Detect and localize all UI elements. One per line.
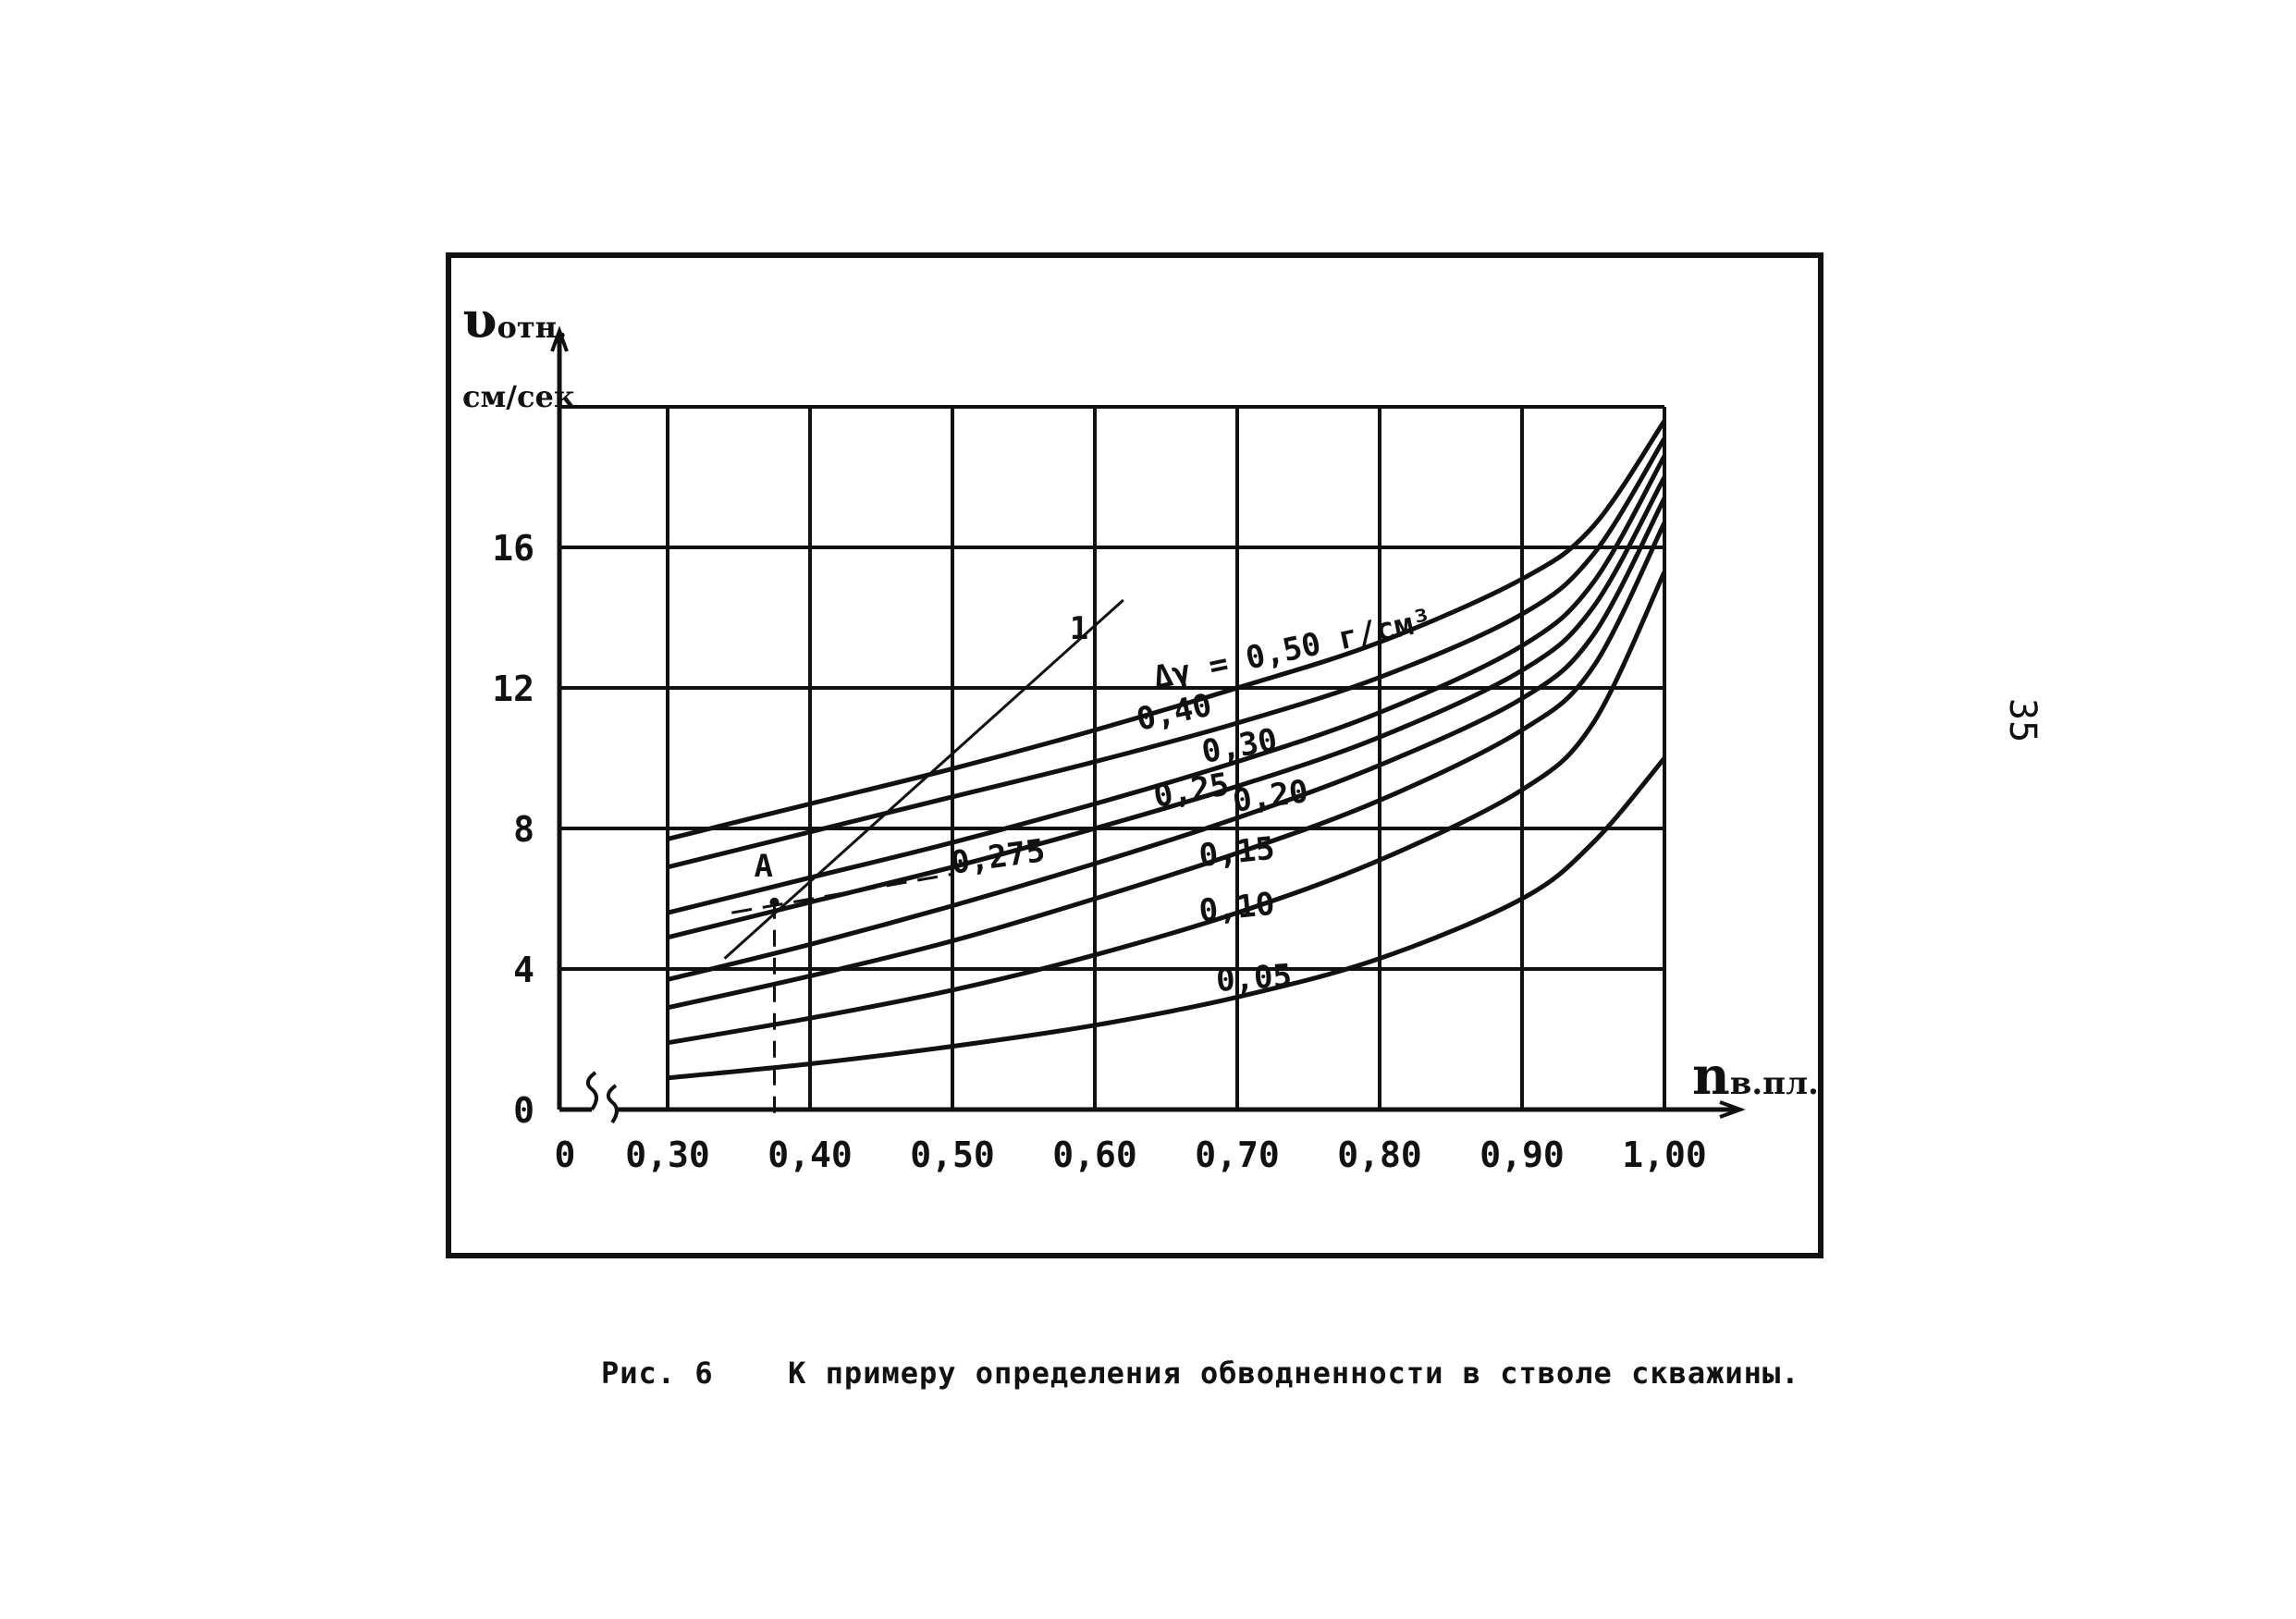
curves [667,419,1667,1121]
curve [667,497,1667,982]
curve [667,570,1667,1046]
series-label: 0,15 [1197,830,1277,875]
curve [667,756,1666,1081]
y-tick-label: 4 [513,950,534,990]
y-axis-arrow [550,325,569,352]
x-tick-label: 0,40 [767,1135,853,1175]
x-tick-label: 1,00 [1622,1135,1707,1175]
x-tick-label: 0,90 [1480,1135,1565,1175]
series-label: 0,25 [1151,766,1233,816]
axis-break-mark [585,1071,598,1111]
tick-labels: 0 4 8 12 16 0,30 0,40 0,50 0,60 0,70 0,80 0,90 1,00 0… [462,290,1819,1175]
line-1 [723,598,1124,960]
x-origin-label: 0 [555,1135,576,1175]
x-tick-label: 0,80 [1337,1135,1422,1175]
curve [667,436,1667,870]
y-axis-unit: см/сек [462,379,575,414]
point-a [769,897,780,907]
y-tick-label: 12 [492,668,534,709]
y-tick-label: 16 [492,528,534,569]
series-label: 0,10 [1197,886,1277,930]
curve [667,521,1667,1011]
point-a-label: A [755,848,773,885]
x-tick-label: 0,60 [1052,1135,1137,1175]
series-label: 0,20 [1231,773,1311,820]
curve [667,419,1667,841]
x-axis-title: nв.пл. [1692,1046,1819,1107]
caption-label: Рис. 6 [601,1355,714,1391]
x-axis-arrow [1719,1100,1746,1119]
x-tick-label: 0,50 [910,1135,995,1175]
line-1-label: 1 [1070,610,1088,647]
curve [667,475,1667,940]
curve [667,454,1667,915]
grid [559,405,1666,1110]
interp-dash-line [731,872,953,914]
x-tick-label: 0,70 [1195,1135,1280,1175]
axis-break-mark [606,1084,619,1124]
page-number: 35 [2001,698,2044,743]
figure-frame [446,252,1823,1258]
caption-text: К примеру определения обводненности в ст… [788,1355,1800,1391]
y-axis-title: υотн. [462,290,567,350]
y-tick-label: 8 [513,809,534,850]
series-label: 0,05 [1215,957,1293,1000]
y-tick-label: 0 [513,1090,534,1131]
series-label: Δγ = 0,50 г/см³ [1150,602,1436,697]
x-tick-label: 0,30 [625,1135,710,1175]
axes [550,325,1746,1124]
figure-caption: Рис. 6 К примеру определения обводненнос… [601,1355,1799,1391]
